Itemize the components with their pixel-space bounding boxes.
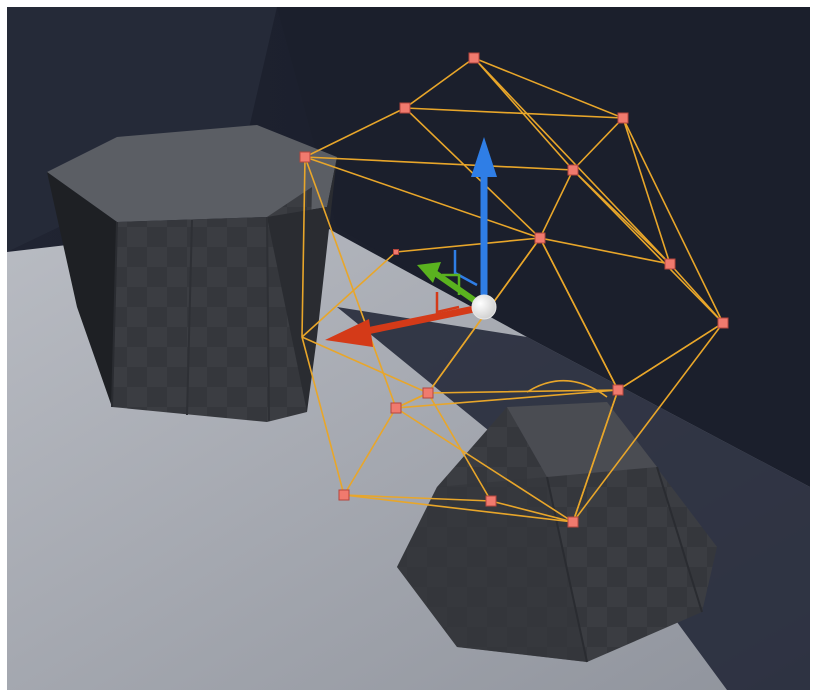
mesh-vertex[interactable] (485, 495, 497, 507)
green-arrow-icon (417, 262, 441, 283)
mesh-vertex[interactable] (534, 232, 546, 244)
mesh-vertex[interactable] (717, 317, 729, 329)
scene-canvas[interactable] (7, 7, 810, 690)
mesh-vertex[interactable] (390, 402, 402, 414)
mesh-vertex[interactable] (617, 112, 629, 124)
z-axis-arrow[interactable] (471, 137, 497, 307)
xy-plane-handle[interactable] (435, 250, 478, 314)
dome-block[interactable] (397, 402, 717, 663)
mesh-vertex[interactable] (338, 489, 350, 501)
mesh-vertices[interactable] (299, 52, 729, 528)
mesh-vertex[interactable] (399, 102, 411, 114)
mesh-vertex[interactable] (664, 258, 676, 270)
transform-gizmo[interactable] (325, 137, 497, 347)
3d-viewport[interactable] (7, 7, 810, 690)
mesh-vertex[interactable] (567, 164, 579, 176)
mesh-vertex[interactable] (393, 249, 399, 255)
mesh-vertex[interactable] (422, 387, 434, 399)
mesh-vertex[interactable] (468, 52, 480, 64)
x-axis-arrow[interactable] (325, 303, 485, 347)
mesh-vertex[interactable] (612, 384, 624, 396)
mesh-vertex[interactable] (567, 516, 579, 528)
red-arrow-icon (325, 319, 373, 347)
octagon-block[interactable] (47, 125, 337, 422)
mesh-vertex[interactable] (299, 151, 311, 163)
blue-arrow-icon (471, 137, 497, 177)
right-wall (277, 7, 810, 487)
white-sphere-icon[interactable] (471, 294, 497, 320)
